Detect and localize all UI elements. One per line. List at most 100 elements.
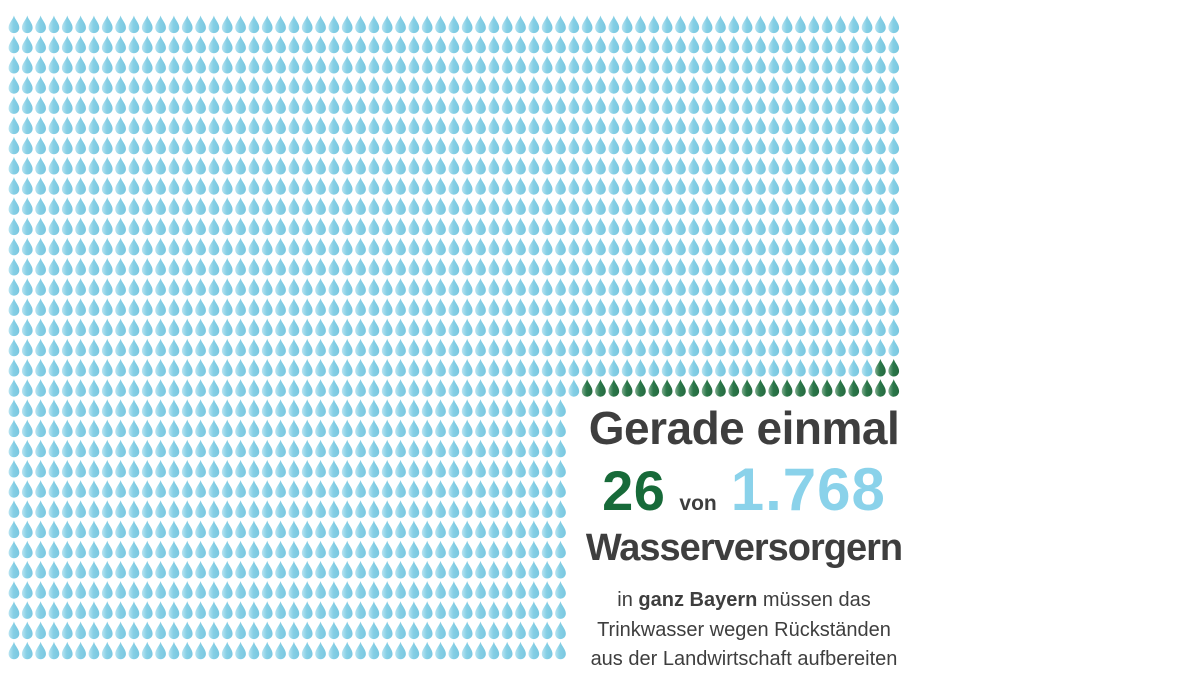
water-drop-icon (501, 338, 513, 357)
water-drop-icon (288, 217, 300, 236)
water-drop-icon (448, 581, 460, 599)
water-drop-icon (341, 35, 353, 54)
water-drop-icon (315, 581, 326, 599)
water-drop-icon (355, 136, 366, 155)
water-drop-icon (235, 379, 246, 397)
water-drop-icon (475, 641, 486, 660)
water-drop-icon (768, 237, 780, 256)
water-drop-icon (155, 601, 166, 619)
water-drop-icon (301, 641, 313, 660)
water-drop-icon (795, 35, 806, 54)
water-drop-icon (8, 318, 20, 337)
water-drop-icon (421, 136, 433, 155)
water-drop-icon (661, 136, 673, 155)
water-drop-icon (448, 419, 460, 438)
water-drop-icon (301, 540, 313, 559)
water-drop-icon (555, 399, 566, 417)
water-drop-icon (488, 379, 500, 397)
water-drop-icon (688, 298, 700, 316)
water-drop-icon (235, 500, 246, 518)
water-drop-icon (235, 399, 246, 417)
water-drop-icon (728, 96, 740, 114)
water-drop-icon (421, 298, 433, 316)
water-drop-icon (635, 338, 646, 357)
water-drop-icon (128, 459, 140, 478)
water-drop-icon (421, 338, 433, 357)
water-drop-icon (581, 338, 593, 357)
water-drop-icon (88, 621, 100, 640)
water-drop-icon (741, 257, 753, 276)
water-drop-icon (781, 338, 793, 357)
water-drop-icon (555, 96, 566, 114)
water-drop-icon (301, 197, 313, 215)
water-drop-icon (408, 298, 420, 316)
water-drop-icon-highlighted (741, 379, 753, 397)
water-drop-icon (875, 136, 886, 155)
water-drop-icon (35, 419, 46, 438)
water-drop-icon (155, 318, 166, 337)
water-drop-icon (35, 480, 46, 498)
water-drop-icon (168, 480, 180, 498)
water-drop-icon (448, 439, 460, 458)
water-drop-icon (381, 379, 393, 397)
water-drop-icon (141, 520, 153, 539)
water-drop-icon (608, 197, 620, 215)
water-drop-icon (408, 136, 420, 155)
water-drop-icon (221, 459, 233, 478)
water-drop-icon (341, 379, 353, 397)
water-drop-icon (515, 641, 526, 660)
water-drop-icon (21, 35, 33, 54)
water-drop-icon (741, 318, 753, 337)
water-drop-icon (115, 459, 126, 478)
water-drop-icon (75, 358, 86, 377)
water-drop-icon (181, 601, 193, 619)
water-drop-icon (781, 197, 793, 215)
water-drop-icon (475, 55, 486, 74)
water-drop-icon (581, 257, 593, 276)
water-drop-icon (395, 399, 406, 417)
water-drop-icon (488, 358, 500, 377)
water-drop-icon (808, 177, 820, 195)
water-drop-icon (301, 621, 313, 640)
water-drop-icon (195, 560, 206, 579)
water-drop-icon (48, 601, 60, 619)
water-drop-icon (501, 318, 513, 337)
water-drop-icon (195, 237, 206, 256)
water-drop-icon (835, 257, 846, 276)
water-drop-icon (768, 96, 780, 114)
water-drop-icon (821, 197, 833, 215)
water-drop-icon (288, 560, 300, 579)
water-drop-icon (435, 278, 446, 296)
water-drop-icon (195, 55, 206, 74)
water-drop-icon (875, 177, 886, 195)
water-drop-icon (168, 136, 180, 155)
water-drop-icon (301, 520, 313, 539)
water-drop-icon (155, 136, 166, 155)
water-drop-icon (195, 480, 206, 498)
water-drop-icon (781, 76, 793, 94)
description-line-1: in ganz Bayern müssen das (617, 589, 871, 611)
water-drop-icon (88, 500, 100, 518)
water-drop-icon (715, 177, 726, 195)
water-drop-icon (155, 338, 166, 357)
water-drop-icon (461, 318, 473, 337)
water-drop-icon (181, 257, 193, 276)
water-drop-icon (728, 15, 740, 34)
water-drop-icon (248, 136, 260, 155)
water-drop-icon (221, 500, 233, 518)
water-drop-icon (35, 358, 46, 377)
water-drop-icon (821, 96, 833, 114)
water-drop-icon (461, 55, 473, 74)
water-drop-icon (381, 298, 393, 316)
water-drop-icon (368, 540, 380, 559)
water-drop-icon (541, 379, 553, 397)
water-drop-icon (728, 177, 740, 195)
water-drop-icon (768, 35, 780, 54)
water-drop-icon (501, 35, 513, 54)
water-drop-icon (208, 177, 220, 195)
water-drop-icon (621, 177, 633, 195)
water-drop-icon (501, 560, 513, 579)
water-drop-icon (795, 338, 806, 357)
water-drop-icon (608, 96, 620, 114)
water-drop-icon (448, 136, 460, 155)
